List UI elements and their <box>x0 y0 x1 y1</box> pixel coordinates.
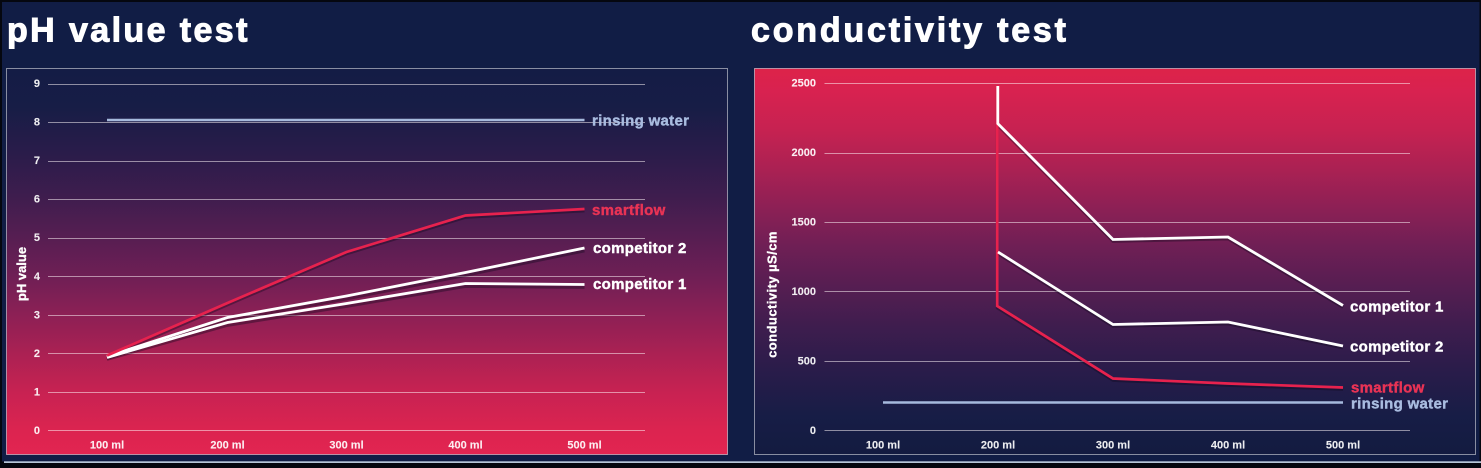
svg-text:smartflow: smartflow <box>592 202 666 219</box>
svg-text:0: 0 <box>34 425 40 437</box>
svg-text:0: 0 <box>810 425 816 437</box>
svg-text:6: 6 <box>34 194 40 206</box>
svg-text:rinsing water: rinsing water <box>592 113 689 130</box>
svg-text:400 ml: 400 ml <box>1211 440 1245 452</box>
svg-text:300 ml: 300 ml <box>1096 440 1130 452</box>
svg-text:400 ml: 400 ml <box>448 440 482 452</box>
svg-text:200 ml: 200 ml <box>981 440 1015 452</box>
svg-text:2500: 2500 <box>792 78 816 90</box>
svg-text:2: 2 <box>34 348 40 360</box>
svg-text:500 ml: 500 ml <box>567 440 601 452</box>
svg-text:500 ml: 500 ml <box>1326 440 1360 452</box>
svg-text:pH value: pH value <box>14 247 29 301</box>
svg-text:competitor 2: competitor 2 <box>593 240 687 257</box>
svg-text:rinsing water: rinsing water <box>1351 396 1448 413</box>
svg-text:conductivity test: conductivity test <box>751 12 1069 50</box>
svg-text:competitor 2: competitor 2 <box>1350 339 1444 356</box>
svg-text:2000: 2000 <box>792 147 816 159</box>
svg-text:3: 3 <box>34 309 40 321</box>
svg-text:1000: 1000 <box>792 286 816 298</box>
svg-text:1: 1 <box>34 386 40 398</box>
svg-text:conductivity µS/cm: conductivity µS/cm <box>765 231 780 358</box>
svg-text:100 ml: 100 ml <box>90 440 124 452</box>
svg-text:smartflow: smartflow <box>1351 380 1425 397</box>
svg-text:8: 8 <box>34 117 40 129</box>
svg-text:competitor 1: competitor 1 <box>593 276 687 293</box>
svg-text:200 ml: 200 ml <box>210 440 244 452</box>
svg-text:9: 9 <box>34 78 40 90</box>
svg-text:100 ml: 100 ml <box>866 440 900 452</box>
svg-text:300 ml: 300 ml <box>329 440 363 452</box>
svg-text:pH value test: pH value test <box>7 12 250 50</box>
svg-text:7: 7 <box>34 155 40 167</box>
svg-text:competitor 1: competitor 1 <box>1350 299 1444 316</box>
svg-text:500: 500 <box>798 356 816 368</box>
svg-text:5: 5 <box>34 232 40 244</box>
svg-text:4: 4 <box>34 271 41 283</box>
svg-text:1500: 1500 <box>792 217 816 229</box>
